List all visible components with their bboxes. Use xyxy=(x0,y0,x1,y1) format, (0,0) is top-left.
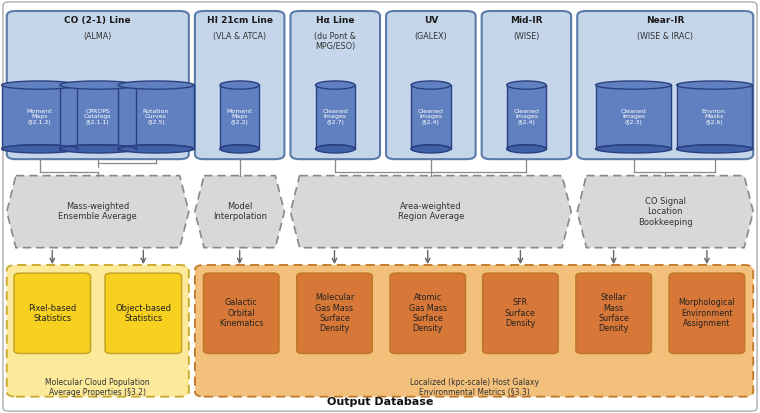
Polygon shape xyxy=(676,85,752,149)
Text: Output Database: Output Database xyxy=(327,397,433,407)
Text: CO (2-1) Line: CO (2-1) Line xyxy=(65,16,131,25)
Polygon shape xyxy=(2,81,78,89)
Text: (du Pont &
MPG/ESO): (du Pont & MPG/ESO) xyxy=(314,31,356,51)
Text: Pixel-based
Statistics: Pixel-based Statistics xyxy=(28,304,77,323)
Text: UV: UV xyxy=(423,16,438,25)
Text: Cleaned
Images
(§2.4): Cleaned Images (§2.4) xyxy=(418,109,444,125)
Polygon shape xyxy=(2,145,78,153)
Polygon shape xyxy=(220,81,259,89)
Text: Area-weighted
Region Average: Area-weighted Region Average xyxy=(397,202,464,221)
Polygon shape xyxy=(7,176,188,248)
Text: Atomic
Gas Mass
Surface
Density: Atomic Gas Mass Surface Density xyxy=(409,293,447,333)
Polygon shape xyxy=(411,81,451,89)
Text: (ALMA): (ALMA) xyxy=(84,31,112,40)
FancyBboxPatch shape xyxy=(483,273,558,354)
Polygon shape xyxy=(507,85,546,149)
Polygon shape xyxy=(596,145,672,153)
Polygon shape xyxy=(596,81,672,89)
Text: Stellar
Mass
Surface
Density: Stellar Mass Surface Density xyxy=(598,293,629,333)
Polygon shape xyxy=(60,145,136,153)
FancyBboxPatch shape xyxy=(7,11,188,159)
Polygon shape xyxy=(118,81,194,89)
Text: Morphological
Environment
Assignment: Morphological Environment Assignment xyxy=(679,299,735,328)
Text: (WISE): (WISE) xyxy=(513,31,540,40)
Text: Rotation
Curves
(§2.5): Rotation Curves (§2.5) xyxy=(143,109,169,125)
Text: Mid-IR: Mid-IR xyxy=(510,16,543,25)
Polygon shape xyxy=(2,85,78,149)
Text: Near-IR: Near-IR xyxy=(646,16,685,25)
FancyBboxPatch shape xyxy=(578,11,753,159)
Polygon shape xyxy=(60,85,136,149)
FancyBboxPatch shape xyxy=(204,273,279,354)
Text: (VLA & ATCA): (VLA & ATCA) xyxy=(213,31,266,40)
FancyBboxPatch shape xyxy=(576,273,651,354)
Text: (GALEX): (GALEX) xyxy=(414,31,447,40)
FancyBboxPatch shape xyxy=(482,11,572,159)
Polygon shape xyxy=(578,176,753,248)
Polygon shape xyxy=(315,145,355,153)
Polygon shape xyxy=(507,81,546,89)
Text: Galactic
Orbital
Kinematics: Galactic Orbital Kinematics xyxy=(219,299,264,328)
FancyBboxPatch shape xyxy=(386,11,476,159)
Polygon shape xyxy=(315,85,355,149)
FancyBboxPatch shape xyxy=(14,273,90,354)
FancyBboxPatch shape xyxy=(290,11,380,159)
Text: Molecular
Gas Mass
Surface
Density: Molecular Gas Mass Surface Density xyxy=(315,293,354,333)
Text: Cleaned
Images
(§2.3): Cleaned Images (§2.3) xyxy=(621,109,647,125)
Text: (WISE & IRAC): (WISE & IRAC) xyxy=(637,31,693,40)
Polygon shape xyxy=(596,85,672,149)
Text: Model
Interpolation: Model Interpolation xyxy=(213,202,267,221)
FancyBboxPatch shape xyxy=(670,273,745,354)
Text: Moment
Maps
(§2.1.2): Moment Maps (§2.1.2) xyxy=(27,109,52,125)
Text: Localized (kpc-scale) Host Galaxy
Environmental Metrics (§3.3): Localized (kpc-scale) Host Galaxy Enviro… xyxy=(410,378,539,397)
FancyBboxPatch shape xyxy=(390,273,465,354)
Text: Object-based
Statistics: Object-based Statistics xyxy=(116,304,171,323)
Polygon shape xyxy=(676,145,752,153)
Polygon shape xyxy=(220,85,259,149)
Text: Mass-weighted
Ensemble Average: Mass-weighted Ensemble Average xyxy=(59,202,137,221)
Polygon shape xyxy=(315,81,355,89)
FancyBboxPatch shape xyxy=(297,273,372,354)
Polygon shape xyxy=(195,176,284,248)
Text: Cleaned
Images
(§2.7): Cleaned Images (§2.7) xyxy=(322,109,348,125)
FancyBboxPatch shape xyxy=(195,11,284,159)
Text: HI 21cm Line: HI 21cm Line xyxy=(207,16,273,25)
Text: CO Signal
Location
Bookkeeping: CO Signal Location Bookkeeping xyxy=(638,197,692,227)
Polygon shape xyxy=(220,145,259,153)
Text: Cleaned
Images
(§2.4): Cleaned Images (§2.4) xyxy=(514,109,540,125)
Text: SFR
Surface
Density: SFR Surface Density xyxy=(505,299,536,328)
Text: Molecular Cloud Population
Average Properties (§3.2): Molecular Cloud Population Average Prope… xyxy=(46,378,150,397)
Polygon shape xyxy=(676,81,752,89)
Polygon shape xyxy=(411,85,451,149)
Polygon shape xyxy=(411,145,451,153)
FancyBboxPatch shape xyxy=(105,273,182,354)
FancyBboxPatch shape xyxy=(7,265,188,396)
Polygon shape xyxy=(60,81,136,89)
Polygon shape xyxy=(118,145,194,153)
Text: CPROPS
Catalogs
(§2.1.1): CPROPS Catalogs (§2.1.1) xyxy=(84,109,112,125)
FancyBboxPatch shape xyxy=(195,265,753,396)
Text: Moment
Maps
(§2.2): Moment Maps (§2.2) xyxy=(226,109,252,125)
Text: Environ.
Masks
(§2.6): Environ. Masks (§2.6) xyxy=(701,109,727,125)
Polygon shape xyxy=(507,145,546,153)
Polygon shape xyxy=(118,85,194,149)
Polygon shape xyxy=(290,176,572,248)
Text: Hα Line: Hα Line xyxy=(316,16,354,25)
